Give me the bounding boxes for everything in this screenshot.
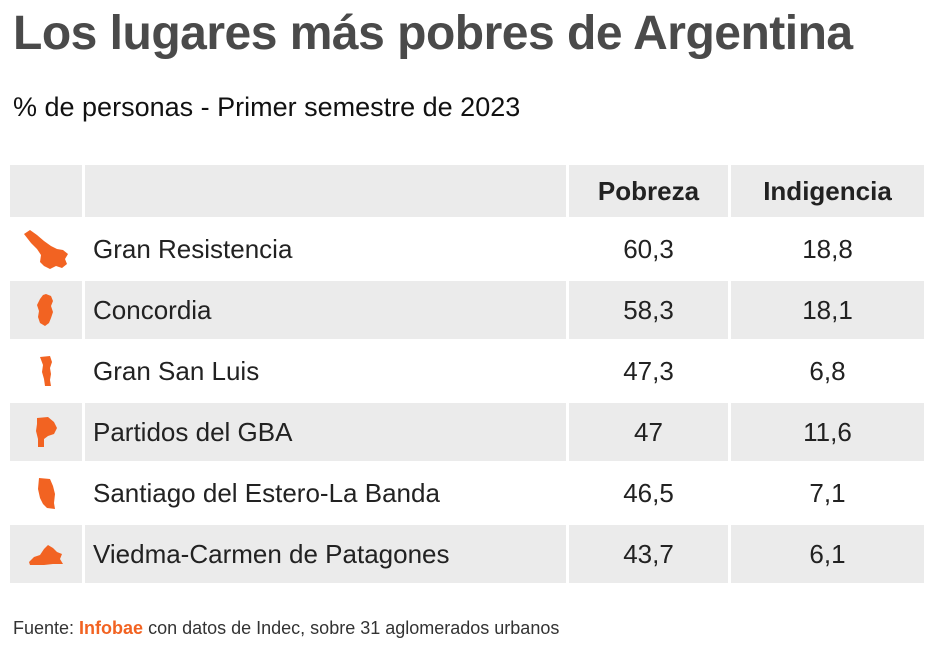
source-note: Fuente: Infobae con datos de Indec, sobr… bbox=[13, 618, 559, 639]
table-header: Pobreza Indigencia bbox=[10, 165, 924, 217]
table-row: Viedma-Carmen de Patagones 43,7 6,1 bbox=[10, 522, 924, 583]
table-row: Gran Resistencia 60,3 18,8 bbox=[10, 217, 924, 278]
pobreza-value: 43,7 bbox=[566, 522, 728, 583]
pobreza-value: 46,5 bbox=[566, 461, 728, 522]
table-row: Concordia 58,3 18,1 bbox=[10, 278, 924, 339]
table-row: Santiago del Estero-La Banda 46,5 7,1 bbox=[10, 461, 924, 522]
page-subtitle: % de personas - Primer semestre de 2023 bbox=[13, 92, 521, 122]
source-prefix: Fuente: bbox=[13, 618, 80, 638]
gba-region-icon bbox=[36, 417, 57, 447]
poverty-table: Pobreza Indigencia Gran Resistencia 60,3… bbox=[10, 165, 924, 583]
santiago-del-estero-province-icon bbox=[38, 478, 55, 509]
source-brand: Infobae bbox=[79, 618, 144, 638]
pobreza-value: 60,3 bbox=[566, 217, 728, 278]
header-row: Pobreza Indigencia bbox=[10, 165, 924, 217]
place-name: Viedma-Carmen de Patagones bbox=[82, 522, 566, 583]
indigencia-value: 18,8 bbox=[728, 217, 924, 278]
row-icon-cell bbox=[10, 217, 82, 278]
row-icon-cell bbox=[10, 400, 82, 461]
place-name: Concordia bbox=[82, 278, 566, 339]
indigencia-value: 18,1 bbox=[728, 278, 924, 339]
rio-negro-province-icon bbox=[29, 545, 63, 565]
table-row: Partidos del GBA 47 11,6 bbox=[10, 400, 924, 461]
pobreza-value: 47 bbox=[566, 400, 728, 461]
indigencia-value: 6,8 bbox=[728, 339, 924, 400]
indigencia-value: 6,1 bbox=[728, 522, 924, 583]
table-row: Gran San Luis 47,3 6,8 bbox=[10, 339, 924, 400]
place-name: Partidos del GBA bbox=[82, 400, 566, 461]
header-name-cell bbox=[82, 165, 566, 217]
chaco-province-icon bbox=[24, 230, 68, 269]
indigencia-value: 11,6 bbox=[728, 400, 924, 461]
source-suffix: con datos de Indec, sobre 31 aglomerados… bbox=[143, 618, 560, 638]
pobreza-value: 58,3 bbox=[566, 278, 728, 339]
table-body: Gran Resistencia 60,3 18,8 Concordia 58,… bbox=[10, 217, 924, 583]
pobreza-value: 47,3 bbox=[566, 339, 728, 400]
row-icon-cell bbox=[10, 522, 82, 583]
san-luis-province-icon bbox=[40, 356, 52, 386]
header-icon-cell bbox=[10, 165, 82, 217]
entre-rios-province-icon bbox=[37, 294, 53, 326]
row-icon-cell bbox=[10, 339, 82, 400]
place-name: Gran Resistencia bbox=[82, 217, 566, 278]
column-header-indigencia: Indigencia bbox=[728, 165, 924, 217]
row-icon-cell bbox=[10, 461, 82, 522]
place-name: Gran San Luis bbox=[82, 339, 566, 400]
row-icon-cell bbox=[10, 278, 82, 339]
indigencia-value: 7,1 bbox=[728, 461, 924, 522]
page-title: Los lugares más pobres de Argentina bbox=[13, 7, 853, 60]
place-name: Santiago del Estero-La Banda bbox=[82, 461, 566, 522]
column-header-pobreza: Pobreza bbox=[566, 165, 728, 217]
